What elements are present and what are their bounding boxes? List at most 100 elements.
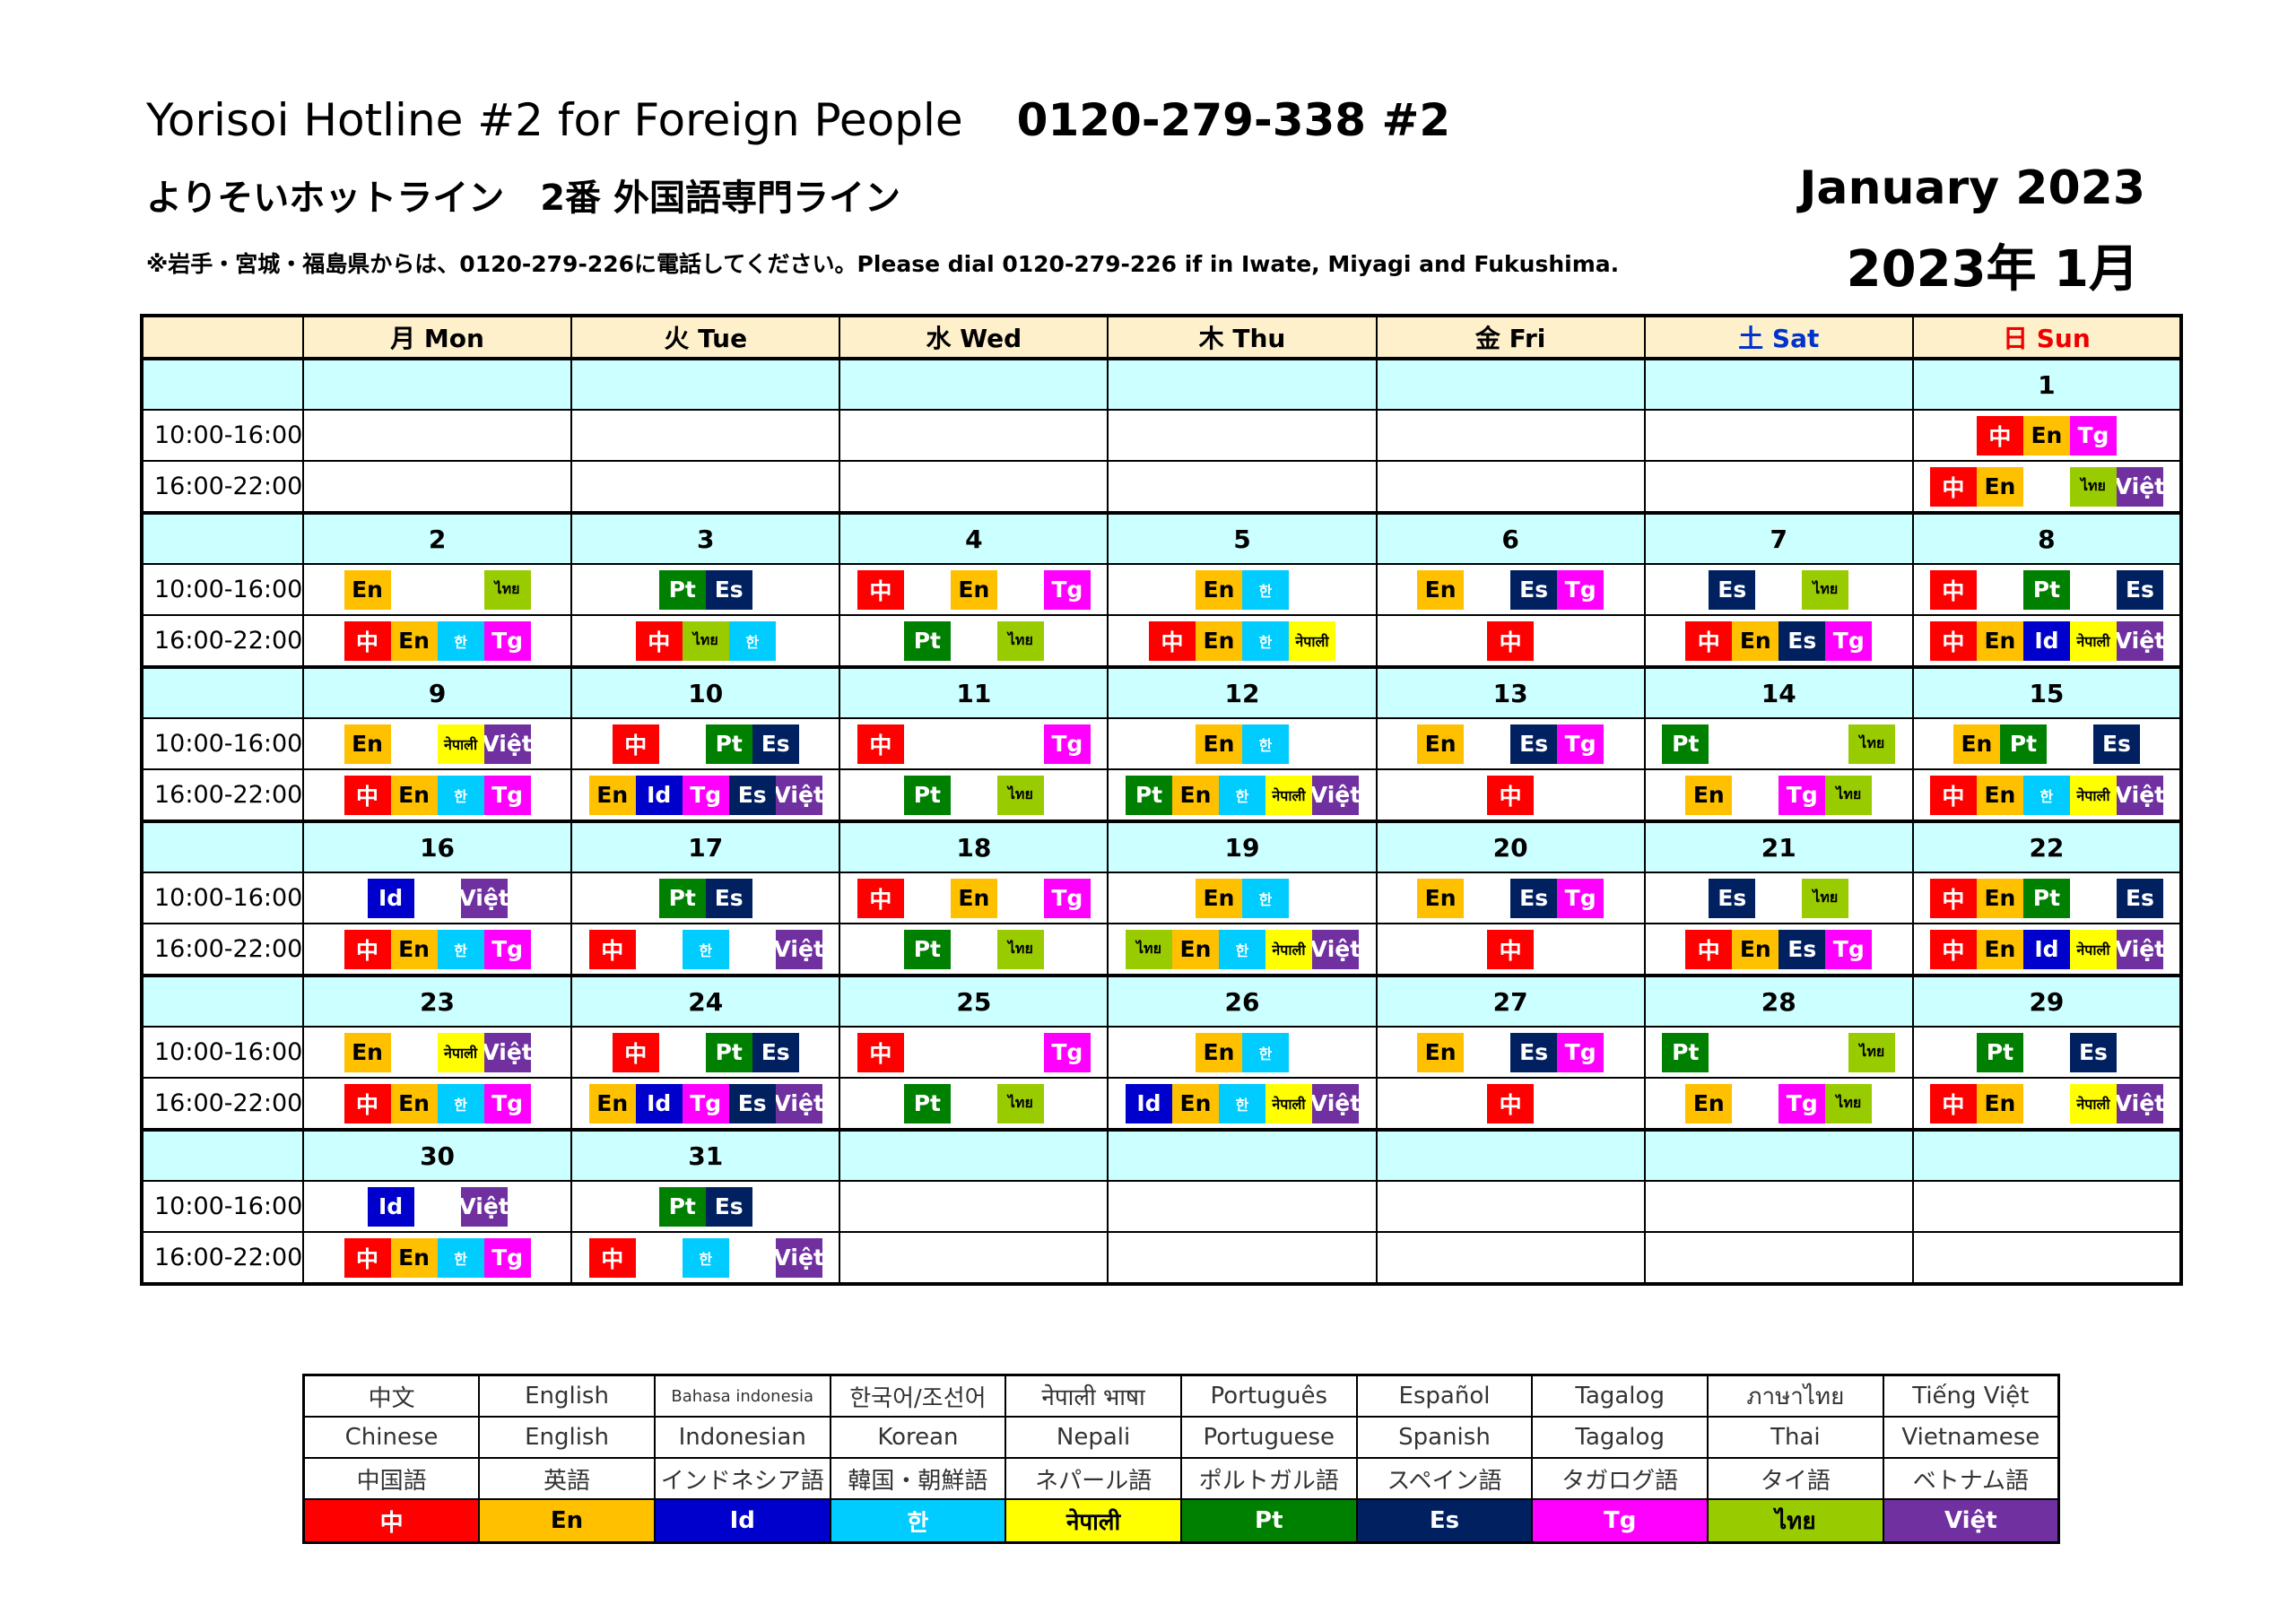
language-chip-en: En xyxy=(1976,1083,2023,1123)
language-chip-en: En xyxy=(390,929,438,969)
language-chip-en: En xyxy=(1976,466,2023,507)
legend-english-row: Chinese English Indonesian Korean Nepali Port… xyxy=(302,1416,2060,1459)
language-chip-es: Es xyxy=(752,724,799,764)
slot-cell xyxy=(1375,460,1646,514)
language-chip-group: En Id Tg Es Việt xyxy=(573,1080,838,1128)
slot-cell: En नेपाली Việt xyxy=(301,717,573,770)
slot-cell: Pt ไทย xyxy=(1643,717,1914,770)
slot-cell: En Es Tg xyxy=(1375,872,1646,924)
language-chip-group xyxy=(305,412,570,459)
slot-cell: 中 En 한 Tg xyxy=(301,768,573,822)
language-chip-es: Es xyxy=(1709,569,1756,610)
title-text: Yorisoi Hotline #2 for Foreign People xyxy=(146,94,963,146)
language-chip-group: Pt ไทย xyxy=(1647,720,1911,768)
legend-cell: Español xyxy=(1355,1374,1534,1418)
language-chip-group: En Tg ไทย xyxy=(1647,1080,1911,1128)
language-chip-en: En xyxy=(1417,878,1465,918)
language-chip-ko: 한 xyxy=(1218,929,1265,969)
language-chip-group xyxy=(841,1183,1106,1230)
chip-spacer xyxy=(1755,570,1802,610)
slot-cell xyxy=(839,1231,1109,1285)
language-chip-ko: 한 xyxy=(1241,569,1289,610)
language-chip-group: Pt Es xyxy=(573,566,838,613)
language-chip-vi: Việt xyxy=(2116,620,2163,661)
slot-cell: En Pt Es xyxy=(1911,717,2183,770)
language-chip-id: Id xyxy=(2022,620,2070,661)
slot-cell: Es ไทย xyxy=(1643,872,1914,924)
language-chip-ko: 한 xyxy=(437,929,484,969)
legend-cell: 韓国・朝鮮語 xyxy=(829,1457,1007,1500)
date-cell-sun: 29 xyxy=(1911,974,2183,1028)
slot-cell xyxy=(301,460,573,514)
language-chip-tg: Tg xyxy=(1557,569,1605,610)
legend-native-row: 中文 English Bahasa indonesia 한국어/조선어 नेपाली भ… xyxy=(302,1374,2060,1418)
language-chip-zh: 中 xyxy=(612,724,659,764)
slot-cell: Pt ไทย xyxy=(839,923,1109,976)
slot-cell: Es ไทย xyxy=(1643,563,1914,616)
date-cell-fri: 13 xyxy=(1375,665,1646,719)
date-cell-thu xyxy=(1107,357,1378,411)
language-chip-zh: 中 xyxy=(1487,1083,1535,1123)
chip-spacer xyxy=(636,1238,683,1278)
language-chip-zh: 中 xyxy=(1487,775,1535,815)
time-slot-label: 16:00-22:00 xyxy=(141,460,304,514)
language-chip-zh: 中 xyxy=(857,724,904,764)
time-slot-row: 10:00-16:00 En ไทย Pt Es 中 En Tg En 한 En Es Tg Es ไทย中… xyxy=(141,563,2183,616)
language-chip-group: 中 En Es Tg xyxy=(1647,617,1911,665)
date-cell-mon: 23 xyxy=(301,974,573,1028)
slot-cell: En Es Tg xyxy=(1375,1026,1646,1079)
date-cell-sun: 1 xyxy=(1911,357,2183,411)
language-chip-tg: Tg xyxy=(1043,724,1091,764)
time-slot-row: 16:00-22:00 中 En 한 Tg 中ไทย 한 Pt ไทย中 En 한 नेपाली 中中 E… xyxy=(141,614,2183,668)
language-chip-group xyxy=(1109,412,1374,459)
corner-cell xyxy=(141,315,304,360)
language-chip-ne: नेपाली xyxy=(2069,1083,2117,1123)
date-cell-mon xyxy=(301,357,573,411)
legend-cell: Korean xyxy=(829,1416,1007,1459)
weekday-fri: 金 Fri xyxy=(1375,315,1646,360)
language-chip-group: 中 En Tg xyxy=(1915,412,2179,459)
date-row-label xyxy=(141,974,304,1028)
legend-code-swatch: नेपाली xyxy=(1004,1498,1182,1544)
language-chip-ko: 한 xyxy=(1218,1083,1265,1123)
slot-cell: Pt ไทย xyxy=(1643,1026,1914,1079)
language-chip-zh: 中 xyxy=(344,1237,391,1278)
language-legend: 中文 English Bahasa indonesia 한국어/조선어 नेपाली भ… xyxy=(302,1374,2060,1544)
language-chip-es: Es xyxy=(1709,878,1756,918)
date-cell-thu: 26 xyxy=(1107,974,1378,1028)
language-chip-group xyxy=(1378,1234,1643,1282)
language-chip-es: Es xyxy=(1510,724,1558,764)
language-chip-pt: Pt xyxy=(705,724,752,764)
slot-cell: 中 En Tg xyxy=(839,563,1109,616)
chip-spacer xyxy=(391,1033,438,1072)
language-chip-th: ไทย xyxy=(483,569,531,610)
slot-cell xyxy=(1643,1231,1914,1285)
date-cell-wed xyxy=(839,357,1109,411)
language-chip-group xyxy=(841,1234,1106,1282)
language-chip-group: En Id Tg Es Việt xyxy=(573,771,838,820)
language-chip-ko: 한 xyxy=(437,1237,484,1278)
language-chip-en: En xyxy=(1732,620,1779,661)
chip-spacer xyxy=(414,1187,461,1227)
date-cell-thu: 5 xyxy=(1107,511,1378,565)
language-chip-en: En xyxy=(2022,415,2070,455)
language-chip-pt: Pt xyxy=(1662,724,1709,764)
language-chip-group: 中 En Es Tg xyxy=(1647,925,1911,974)
date-cell-tue xyxy=(570,357,841,411)
language-chip-es: Es xyxy=(1779,929,1826,969)
language-chip-group: En ไทย xyxy=(305,566,570,613)
slot-cell xyxy=(1375,409,1646,462)
slot-cell: Pt Es xyxy=(1911,1026,2183,1079)
language-chip-group: Pt Es xyxy=(573,1183,838,1230)
language-chip-group: En Es Tg xyxy=(1378,1028,1643,1076)
slot-cell: Pt En 한 नेपाली Việt xyxy=(1107,768,1378,822)
slot-cell: Pt Es xyxy=(570,872,841,924)
language-chip-group xyxy=(1109,1234,1374,1282)
legend-cell: Tiếng Việt xyxy=(1882,1374,2060,1418)
language-chip-tg: Tg xyxy=(1043,569,1091,610)
slot-cell xyxy=(1911,1231,2183,1285)
language-chip-vi: Việt xyxy=(775,1237,822,1278)
language-chip-ne: नेपाली xyxy=(1288,620,1335,661)
legend-cell: Vietnamese xyxy=(1882,1416,2060,1459)
language-chip-group: 中 Pt Es xyxy=(1915,566,2179,613)
